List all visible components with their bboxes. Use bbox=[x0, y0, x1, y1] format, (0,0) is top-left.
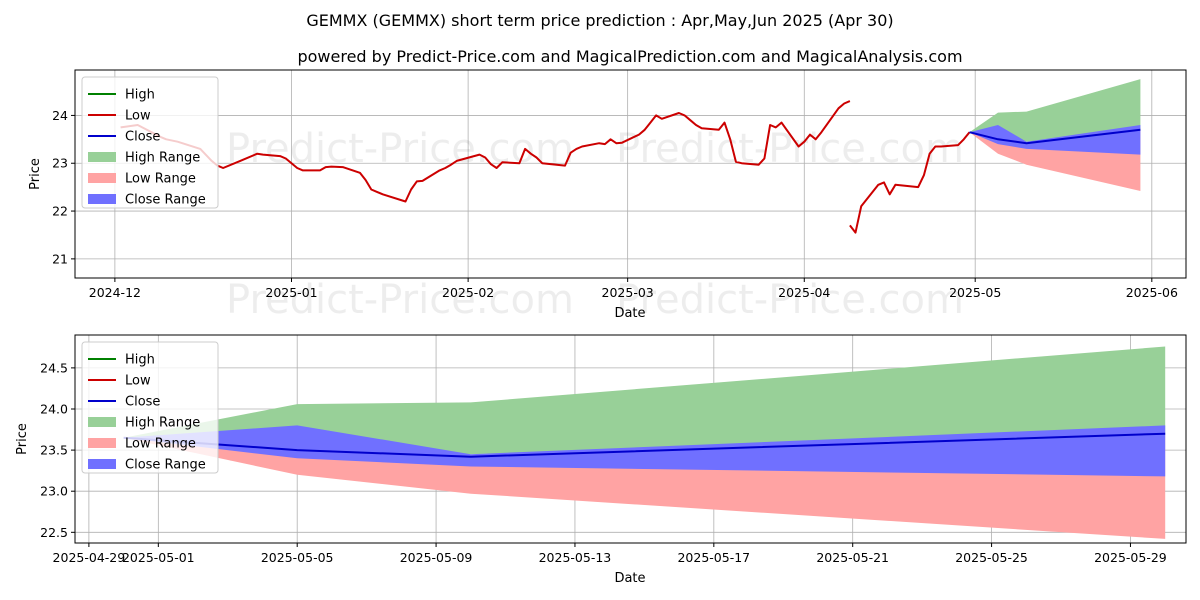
legend-high-range-swatch bbox=[88, 417, 116, 427]
legend-close-range-swatch bbox=[88, 459, 116, 469]
legend-high-label: High bbox=[125, 88, 155, 103]
x-axis-label: Date bbox=[614, 306, 645, 321]
high-range-area bbox=[123, 346, 1166, 455]
forecast-zoom-chart: Predict-Price.com Predict-Price.com 2025… bbox=[15, 334, 1187, 586]
chart-subtitle: powered by Predict-Price.com and Magical… bbox=[297, 47, 962, 66]
x-tick-label: 2025-05-17 bbox=[677, 550, 750, 565]
y-tick-label: 21 bbox=[52, 251, 68, 266]
plot-frame bbox=[74, 69, 1187, 279]
x-tick-label: 2025-05-21 bbox=[816, 550, 889, 565]
y-axis-label: Price bbox=[28, 158, 43, 190]
legend: High Low Close High Range Low Range Close Ran… bbox=[81, 76, 219, 209]
legend-close-range-swatch bbox=[88, 194, 116, 204]
x-tick-label: 2025-05-13 bbox=[539, 550, 612, 565]
x-tick-label: 2025-05-29 bbox=[1094, 550, 1167, 565]
legend-low-label: Low bbox=[125, 374, 151, 389]
legend-close-label: Close bbox=[125, 395, 160, 410]
y-axis-ticks: 21 22 23 24 bbox=[52, 108, 75, 266]
y-tick-label: 23 bbox=[52, 156, 68, 171]
x-axis-ticks: 2024-12 2025-01 2025-02 2025-03 2025-04 2025-… bbox=[89, 278, 1178, 300]
y-axis-ticks: 22.5 23.0 23.5 24.0 24.5 bbox=[40, 360, 75, 540]
watermark: Predict-Price.com bbox=[226, 277, 574, 323]
legend-low-range-label: Low Range bbox=[125, 437, 196, 452]
y-tick-label: 24.5 bbox=[40, 360, 68, 375]
legend-low-range-label: Low Range bbox=[125, 172, 196, 187]
close-forecast-line bbox=[969, 128, 1141, 145]
x-tick-label: 2025-05-25 bbox=[955, 550, 1028, 565]
watermark: Predict-Price.com bbox=[226, 126, 574, 172]
x-tick-label: 2025-03 bbox=[602, 285, 654, 300]
plot-frame bbox=[74, 334, 1187, 544]
range-areas bbox=[969, 79, 1141, 191]
y-tick-label: 24.0 bbox=[40, 401, 68, 416]
legend-low-range-swatch bbox=[88, 173, 116, 183]
range-areas bbox=[123, 346, 1166, 539]
legend-low-label: Low bbox=[125, 109, 151, 124]
x-tick-label: 2025-05-09 bbox=[400, 550, 473, 565]
y-tick-label: 23.5 bbox=[40, 443, 68, 458]
legend-close-range-label: Close Range bbox=[125, 458, 206, 473]
y-tick-label: 22.5 bbox=[40, 525, 68, 540]
x-tick-label: 2025-04-29 bbox=[53, 550, 126, 565]
legend-close-range-label: Close Range bbox=[125, 193, 206, 208]
y-axis-label: Price bbox=[15, 423, 30, 455]
x-tick-label: 2025-01 bbox=[265, 285, 317, 300]
x-tick-label: 2025-04 bbox=[778, 285, 830, 300]
x-tick-label: 2025-05 bbox=[949, 285, 1001, 300]
y-tick-label: 24 bbox=[52, 108, 68, 123]
legend: High Low Close High Range Low Range Close Ran… bbox=[81, 341, 219, 474]
low-price-line bbox=[849, 131, 971, 234]
low-price-line bbox=[120, 100, 851, 203]
price-lines bbox=[120, 100, 1141, 234]
legend-high-range-label: High Range bbox=[125, 416, 200, 431]
x-tick-label: 2025-06 bbox=[1126, 285, 1178, 300]
x-axis-label: Date bbox=[614, 571, 645, 586]
legend-high-range-swatch bbox=[88, 152, 116, 162]
y-tick-label: 23.0 bbox=[40, 484, 68, 499]
legend-high-range-label: High Range bbox=[125, 151, 200, 166]
watermark: Predict-Price.com bbox=[616, 277, 964, 323]
legend-close-label: Close bbox=[125, 130, 160, 145]
x-tick-label: 2025-05-01 bbox=[122, 550, 195, 565]
high-range-area bbox=[969, 79, 1141, 142]
x-tick-label: 2024-12 bbox=[89, 285, 141, 300]
chart-title: GEMMX (GEMMX) short term price predictio… bbox=[306, 11, 893, 30]
x-tick-label: 2025-05-05 bbox=[261, 550, 334, 565]
x-tick-label: 2025-02 bbox=[442, 285, 494, 300]
main-price-chart: Predict-Price.com Predict-Price.com Pred… bbox=[28, 69, 1187, 323]
legend-low-range-swatch bbox=[88, 438, 116, 448]
y-tick-label: 22 bbox=[52, 204, 68, 219]
grid-lines bbox=[75, 70, 1186, 278]
legend-high-label: High bbox=[125, 353, 155, 368]
